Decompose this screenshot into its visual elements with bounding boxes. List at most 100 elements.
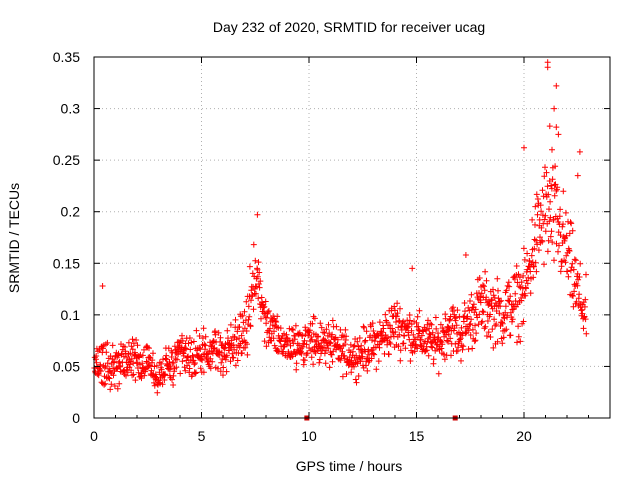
data-point [257,278,264,285]
data-point [407,317,413,324]
data-point [538,208,545,215]
data-point [494,275,501,282]
data-point [337,357,344,364]
data-point [132,349,138,356]
data-point [518,279,525,286]
data-point [574,172,581,179]
data-point [547,233,554,240]
data-point [238,332,245,339]
data-point [446,316,453,323]
data-point [445,324,452,331]
data-point [247,323,254,330]
data-point [582,316,589,323]
data-point [342,326,349,333]
data-point [105,374,112,381]
data-point [578,307,585,314]
data-point [149,357,156,364]
data-point [217,368,224,375]
data-point [506,283,513,290]
data-point [483,294,490,301]
data-point [551,105,558,112]
data-point [472,306,479,313]
data-point [114,385,121,392]
data-point [129,346,136,353]
data-point [544,59,551,66]
data-point [502,303,509,310]
data-point [262,298,269,305]
data-point [376,344,383,351]
data-point [139,352,146,359]
data-point [116,358,123,365]
data-point [511,276,518,282]
data-point [150,350,156,357]
data-point [139,360,146,367]
data-point [221,345,228,352]
data-point [183,345,189,352]
data-point [327,340,333,347]
data-point [236,324,243,330]
data-point [265,308,272,314]
data-point [490,344,497,351]
data-point [484,318,491,324]
data-point [102,363,109,370]
data-point [521,256,528,263]
data-point [481,283,487,290]
data-point [497,303,504,310]
data-point [162,355,169,362]
data-point [120,368,127,374]
data-point [254,211,261,218]
data-point [318,324,325,331]
data-point [569,292,575,299]
data-point [401,332,408,339]
data-point [576,291,583,298]
data-point [544,248,551,255]
data-point [537,202,544,209]
data-point [246,263,253,270]
data-point [348,357,355,364]
data-point [255,259,262,266]
data-point [239,312,246,319]
data-point [244,351,251,358]
chart-title: Day 232 of 2020, SRMTID for receiver uca… [213,19,485,35]
data-point [261,303,268,310]
data-point [193,369,199,376]
data-point [402,345,409,352]
data-point [230,354,237,361]
data-point [504,312,511,319]
data-point [293,366,300,373]
data-point [571,256,578,263]
data-point [152,371,159,378]
data-point [429,329,436,336]
data-point [234,357,241,364]
data-point [490,286,496,293]
data-point [517,338,524,345]
data-point [362,337,369,344]
y-tick-label: 0.25 [53,152,80,168]
data-point [288,326,295,333]
data-point [468,316,475,323]
data-point [308,354,315,361]
data-point [452,340,459,347]
data-point [342,341,348,348]
data-point [174,356,180,363]
data-point [480,309,487,316]
data-point [169,376,175,383]
data-point [460,318,467,325]
data-point [551,257,557,264]
data-point [103,349,110,356]
data-point [442,315,449,322]
data-point [562,209,569,216]
data-point [527,268,534,275]
data-point [534,241,541,248]
data-point [309,320,316,327]
data-point [500,334,507,341]
data-point [271,328,277,335]
data-point [309,336,315,343]
data-point [154,389,161,396]
data-point [214,365,221,372]
data-point [290,327,296,333]
data-point [530,274,537,281]
data-point [271,342,278,349]
data-point [482,268,489,275]
data-point [353,352,360,359]
